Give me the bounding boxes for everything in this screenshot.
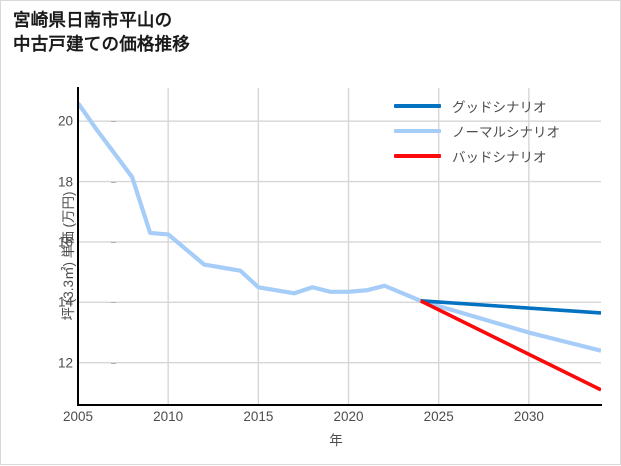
- y-tick-label: 12: [57, 355, 73, 371]
- x-tick-label: 2020: [333, 409, 364, 424]
- x-tick-label: 2015: [243, 409, 274, 424]
- x-tick-label: 2005: [62, 409, 94, 424]
- y-tick-label: 20: [57, 113, 73, 129]
- y-axis-title-holder: 坪 (3.3㎡) 単価 (万円): [37, 96, 76, 396]
- y-tick-label: 16: [57, 234, 73, 250]
- x-axis-line: [77, 404, 602, 406]
- series-line-good: [420, 299, 601, 315]
- plot-area: [78, 88, 601, 405]
- legend-swatch-good: [394, 103, 441, 108]
- legend-item-bad[interactable]: バッドシナリオ: [394, 143, 609, 168]
- y-tick-label: 18: [57, 174, 73, 190]
- plot-svg: [78, 88, 601, 405]
- y-axis-line: [77, 87, 79, 406]
- legend-item-normal[interactable]: ノーマルシナリオ: [394, 118, 609, 143]
- x-axis-title: 年: [329, 433, 343, 448]
- series-line-normal: [78, 101, 601, 353]
- x-axis-ticks: 2005 2010 2015 2020 2025 2030: [1, 409, 621, 433]
- x-tick-label: 2025: [423, 409, 454, 424]
- chart-legend: グッドシナリオ ノーマルシナリオ バッドシナリオ: [394, 93, 609, 168]
- gridlines: [78, 88, 601, 405]
- y-tick-mark: [111, 302, 116, 304]
- legend-label-bad: バッドシナリオ: [452, 149, 547, 165]
- y-tick-mark: [111, 362, 116, 364]
- y-tick-mark: [111, 121, 116, 123]
- chart-title: 宮崎県日南市平山の 中古戸建ての価格推移: [13, 10, 190, 54]
- y-tick-mark: [111, 181, 116, 183]
- x-tick-label: 2010: [153, 409, 184, 424]
- y-tick-mark: [111, 241, 116, 243]
- legend-label-good: グッドシナリオ: [452, 99, 547, 115]
- series-lines: [78, 101, 601, 392]
- y-axis-title: 坪 (3.3㎡) 単価 (万円): [61, 191, 76, 321]
- series-line-bad: [419, 299, 601, 392]
- legend-swatch-normal: [394, 128, 441, 133]
- legend-swatch-bad: [394, 153, 441, 158]
- legend-label-normal: ノーマルシナリオ: [452, 124, 560, 140]
- y-axis-ticks: 12 14 16 18 20: [33, 1, 116, 466]
- legend-item-good[interactable]: グッドシナリオ: [394, 93, 609, 118]
- x-tick-label: 2030: [513, 409, 544, 424]
- y-tick-label: 14: [57, 294, 73, 310]
